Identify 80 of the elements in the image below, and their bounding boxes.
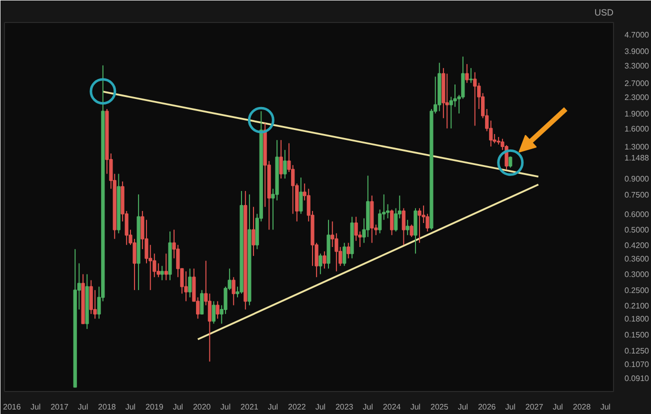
candlestick [164,253,168,281]
x-tick-label: Jul [315,402,326,412]
y-tick-label: 0.3000 [624,270,650,280]
x-tick-label: 2021 [240,402,259,412]
x-tick-label: 2024 [382,402,402,412]
x-tick-label: Jul [552,402,564,412]
y-tick-label: 0.5000 [624,226,650,235]
candlestick [402,208,406,246]
candlestick [418,208,422,244]
point [248,106,274,134]
candlestick [318,253,322,275]
y-tick-label: 1.1488 [624,153,650,162]
x-tick-label: 2019 [146,402,164,412]
x-tick-label: 2027 [525,402,544,412]
y-tick-label: 0.1800 [624,314,650,324]
candlestick [188,268,192,298]
x-tick-label: Jul [410,402,421,412]
candlestick [465,64,469,84]
candlestick [299,177,303,214]
x-tick-label: Jul [125,402,136,412]
x-tick-label: 2020 [192,402,212,412]
x-tick-label: 2028 [572,402,592,412]
x-tick-label: 2018 [98,402,116,412]
candlestick [390,209,394,236]
x-tick-label: Jul [172,402,184,412]
x-tick-label: 2017 [50,402,69,412]
y-tick-label: 0.1250 [624,346,650,356]
y-tick-label: 0.0910 [624,374,650,384]
x-tick-label: Jul [458,402,468,412]
candlestick [283,149,287,180]
y-tick-label: 1.3000 [624,142,650,152]
x-tick-label: Jul [505,402,516,412]
y-tick-label: 4.7000 [624,30,650,40]
candlestick [200,290,204,314]
candlestick [469,68,473,84]
candlestick [406,219,410,236]
y-tick-label: 0.2100 [624,301,650,310]
candlestick [184,270,188,302]
y-tick-label: 0.7500 [624,190,650,200]
x-tick-label: Jul [268,402,278,412]
y-tick-label: 0.6000 [624,210,650,219]
x-tick-label: Jul [30,402,41,412]
candlestick [342,242,346,266]
y-tick-label: 0.1070 [624,360,650,369]
y-tick-label: 0.3600 [624,254,650,264]
y-tick-label: 2.3000 [624,92,650,102]
x-tick-label: 2025 [430,402,449,412]
y-tick-label: 0.1500 [624,330,650,340]
x-tick-label: Jul [78,402,88,412]
y-tick-label: 0.9000 [624,174,650,184]
candlestick [410,224,414,238]
candlestick [212,300,216,324]
point [497,149,524,176]
candlestick [346,242,350,259]
y-tick-label: 2.7000 [624,78,650,88]
candlestick [508,156,512,168]
x-tick-label: Jul [600,402,611,412]
candlestick [322,250,326,270]
candlestick [160,265,164,281]
candlestick [89,280,93,314]
candlestick [473,72,477,126]
x-tick-label: Jul [220,402,231,412]
y-tick-label: 0.2500 [624,286,650,296]
y-tick-label: 0.4200 [624,240,650,250]
candlestick [279,140,283,180]
x-tick-label: Jul [362,402,374,412]
point [90,78,116,105]
y-axis-title: USD [594,8,614,18]
x-tick-label: 2023 [335,402,354,412]
candlestick [216,300,220,320]
x-tick-label: 2026 [478,402,496,412]
x-tick-label: 2022 [288,402,306,412]
y-tick-label: 3.3000 [624,61,650,70]
candlestick [252,206,256,256]
y-tick-label: 1.6000 [624,124,650,134]
candlestick [232,276,236,306]
x-tick-label: 2016 [3,402,22,412]
y-tick-label: 3.9000 [624,46,650,56]
candlestick [378,209,382,234]
y-tick-label: 1.9000 [624,109,650,118]
